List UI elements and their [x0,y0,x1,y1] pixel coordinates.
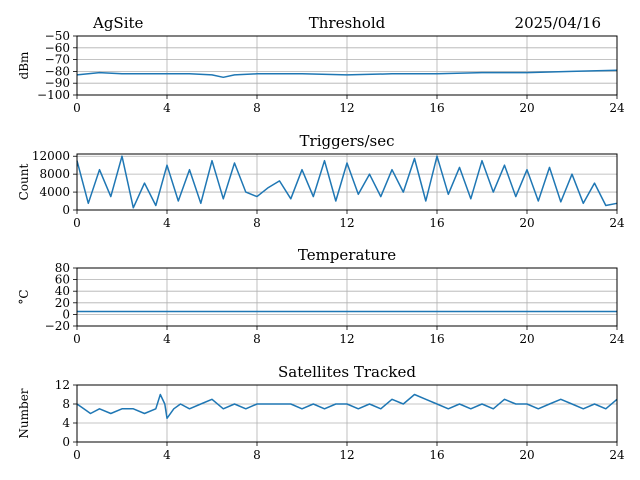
y-tick-label: −20 [45,319,70,333]
series-line-1 [76,69,618,79]
y-tick-label: 20 [55,296,70,310]
y-tick-label: −60 [45,41,70,55]
y-tick-label: −80 [45,64,70,78]
x-tick-label: 16 [429,448,444,462]
x-tick-label: 0 [73,448,81,462]
chart-panel-1: 0 4 8 12 16 20 24 −50−60−70−80−90−100 Threshold d… [17,14,625,115]
y-axis-label: Number [17,388,31,438]
chart-title: Triggers/sec [300,132,395,150]
x-tick-label: 8 [253,448,261,462]
y-tick-label: −50 [45,29,70,43]
y-tick-label: 4 [62,416,70,430]
chart-title: Satellites Tracked [278,363,416,381]
y-tick-label: 0 [62,435,70,449]
x-tick-label: 16 [429,216,444,230]
y-tick-label: −100 [37,88,70,102]
y-tick-label: 40 [55,284,70,298]
x-tick-label: 8 [253,332,261,346]
y-tick-label: −90 [45,76,70,90]
x-tick-label: 8 [253,216,261,230]
x-tick-label: 12 [339,332,354,346]
x-tick-label: 0 [73,216,81,230]
x-tick-label: 4 [163,332,171,346]
x-tick-label: 24 [609,332,625,346]
x-tick-label: 12 [339,448,354,462]
x-tick-label: 4 [163,448,171,462]
x-tick-label: 24 [609,448,625,462]
x-tick-label: 12 [339,101,354,115]
x-tick-label: 12 [339,216,354,230]
site-label: AgSite [92,14,144,32]
series-line-1 [76,155,618,209]
y-tick-label: 0 [62,307,70,321]
x-tick-label: 8 [253,101,261,115]
x-tick-label: 20 [519,332,534,346]
x-tick-label: 0 [73,101,81,115]
y-tick-label: 80 [55,261,70,275]
x-tick-label: 24 [609,216,625,230]
x-tick-label: 20 [519,101,534,115]
x-tick-label: 0 [73,332,81,346]
y-axis-label: °C [17,289,31,304]
x-tick-label: 4 [163,101,171,115]
x-tick-label: 20 [519,448,534,462]
chart-title: Threshold [309,14,386,32]
y-tick-label: 0 [62,203,70,217]
date-label: 2025/04/16 [515,14,601,32]
y-tick-label: 4000 [39,185,70,199]
x-tick-label: 16 [429,332,444,346]
y-tick-label: 8 [62,397,70,411]
x-tick-label: 4 [163,216,171,230]
y-tick-label: 8000 [39,167,70,181]
x-tick-label: 24 [609,101,625,115]
series-line-1 [76,393,618,420]
chart-panel-4: 0 4 8 12 16 20 24 0 4 8 12 Satellites Tracked Number [17,363,625,462]
y-tick-label: −70 [45,53,70,67]
y-tick-label: 12000 [32,149,70,163]
y-tick-label: 60 [55,273,70,287]
chart-title: Temperature [298,246,396,264]
chart-panel-2: 0 4 8 12 16 20 24 0 4000 8000 12000 Triggers/sec Cou… [17,132,625,230]
y-tick-label: 12 [55,378,70,392]
x-tick-label: 16 [429,101,444,115]
y-axis-label: dBm [17,51,31,80]
x-tick-label: 20 [519,216,534,230]
y-axis-label: Count [17,163,31,200]
